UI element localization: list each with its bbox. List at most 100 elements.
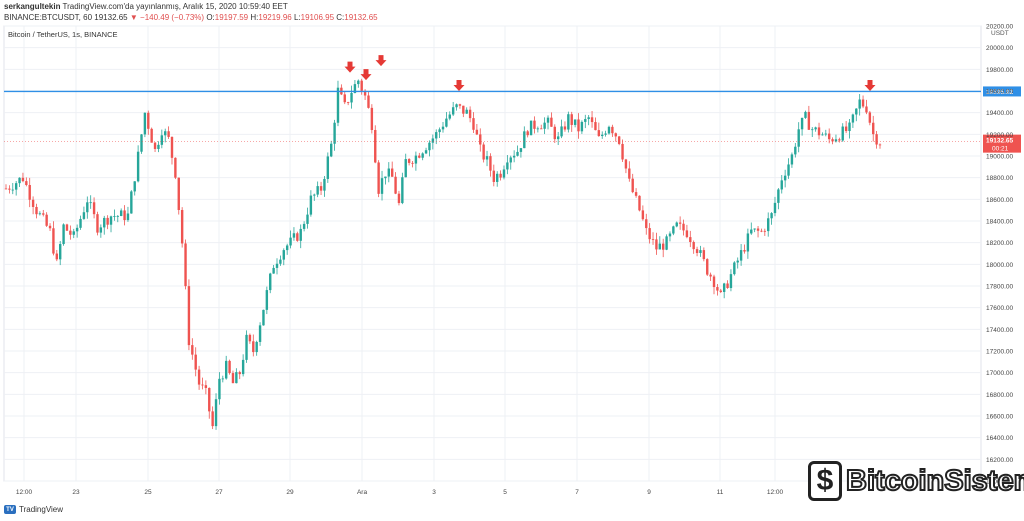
candle-body: [811, 129, 814, 131]
y-tick-label: 18200.00: [986, 240, 1013, 247]
candle-body: [245, 334, 248, 360]
candle-body: [421, 153, 424, 158]
candle-body: [733, 262, 736, 275]
candle-body: [638, 195, 641, 211]
candle-body: [343, 94, 346, 103]
candle-body: [438, 129, 441, 133]
candle-body: [641, 210, 645, 220]
x-tick-label: Ara: [357, 489, 368, 496]
candle-body: [699, 250, 702, 254]
candle-body: [404, 159, 407, 178]
tradingview-logo[interactable]: TV TradingView: [4, 505, 63, 514]
candle-body: [682, 223, 685, 231]
candle-body: [18, 177, 21, 184]
candle-body: [556, 136, 560, 140]
candle-body: [685, 230, 689, 238]
candle-body: [516, 151, 519, 156]
candle-body: [617, 136, 621, 144]
candle-body: [519, 148, 523, 152]
y-tick-label: 17200.00: [986, 349, 1013, 356]
candle-body: [621, 143, 624, 160]
candle-body: [170, 136, 174, 158]
candle-body: [529, 120, 533, 136]
candle-body: [540, 128, 543, 130]
candle-body: [96, 214, 99, 233]
candle-body: [800, 117, 804, 130]
candle-body: [817, 127, 821, 136]
candle-body: [35, 206, 38, 215]
candle-body: [194, 354, 197, 370]
candle-body: [702, 250, 706, 260]
candle-body: [658, 243, 662, 250]
candle-body: [8, 188, 11, 190]
candle-body: [716, 287, 719, 291]
candle-body: [299, 228, 302, 241]
price-axis[interactable]: 16000.00 16200.00 16400.00 16600.00 16800.00…: [986, 24, 1013, 486]
open-value: 19197.59: [214, 13, 249, 22]
candle-body: [333, 122, 336, 144]
author-name[interactable]: serkangultekin: [4, 2, 61, 11]
x-tick-label: 12:00: [16, 489, 33, 496]
candle-body: [536, 128, 540, 130]
candle-body: [763, 230, 767, 232]
candle-body: [177, 177, 180, 211]
candle-body: [858, 99, 861, 109]
candle-body: [157, 144, 160, 149]
candle-body: [367, 95, 370, 108]
close-label: C:: [336, 13, 345, 22]
y-tick-label: 18600.00: [986, 197, 1013, 204]
candle-body: [509, 157, 512, 163]
candle-body: [594, 122, 597, 131]
candle-body: [167, 131, 170, 137]
candle-body: [553, 126, 556, 140]
candle-body: [357, 80, 360, 85]
candle-body: [92, 202, 96, 215]
y-tick-label: 17800.00: [986, 284, 1013, 291]
candle-body: [106, 217, 109, 225]
candle-body: [296, 233, 299, 241]
y-tick-label: 19000.00: [986, 154, 1013, 161]
candle-body: [279, 259, 282, 264]
candle-body: [709, 274, 712, 277]
candle-body: [455, 104, 458, 108]
candle-body: [668, 233, 672, 237]
candle-body: [485, 156, 489, 160]
candle-body: [424, 150, 428, 154]
candle-body: [130, 191, 133, 214]
x-tick-label: 7: [575, 489, 579, 496]
candle-body: [42, 213, 45, 215]
candle-body: [248, 334, 252, 342]
candle-body: [523, 131, 526, 149]
candle-body: [448, 114, 451, 119]
time-axis[interactable]: 12:00 23 25 27 29 Ara 3 5 7 9 11 12:00: [16, 489, 784, 496]
candle-body: [48, 225, 52, 229]
y-tick-label: 17600.00: [986, 305, 1013, 312]
candle-body: [499, 173, 502, 178]
candle-body: [275, 263, 279, 268]
down-arrow-icon: [375, 55, 387, 67]
candle-body: [597, 130, 601, 137]
candle-body: [770, 213, 773, 219]
candle-body: [62, 224, 65, 245]
candle-body: [374, 129, 377, 163]
candle-body: [689, 237, 692, 243]
y-tick-label: 20000.00: [986, 45, 1013, 52]
y-tick-label: 16400.00: [986, 435, 1013, 442]
chart-title: Bitcoin / TetherUS, 1s, BINANCE: [8, 30, 118, 39]
candle-body: [804, 111, 807, 118]
candle-body: [241, 359, 245, 375]
candle-body: [25, 181, 28, 186]
candle-body: [611, 126, 614, 134]
candle-body: [587, 117, 590, 120]
y-tick-label: 17400.00: [986, 327, 1013, 334]
plot-area[interactable]: [3, 25, 982, 482]
candle-body: [861, 99, 865, 107]
candle-body: [753, 228, 756, 230]
candle-body: [397, 193, 401, 204]
candle-body: [285, 245, 289, 251]
candle-body: [123, 210, 126, 221]
candle-body: [14, 183, 18, 190]
candle-body: [655, 239, 658, 250]
candle-body: [387, 168, 390, 177]
